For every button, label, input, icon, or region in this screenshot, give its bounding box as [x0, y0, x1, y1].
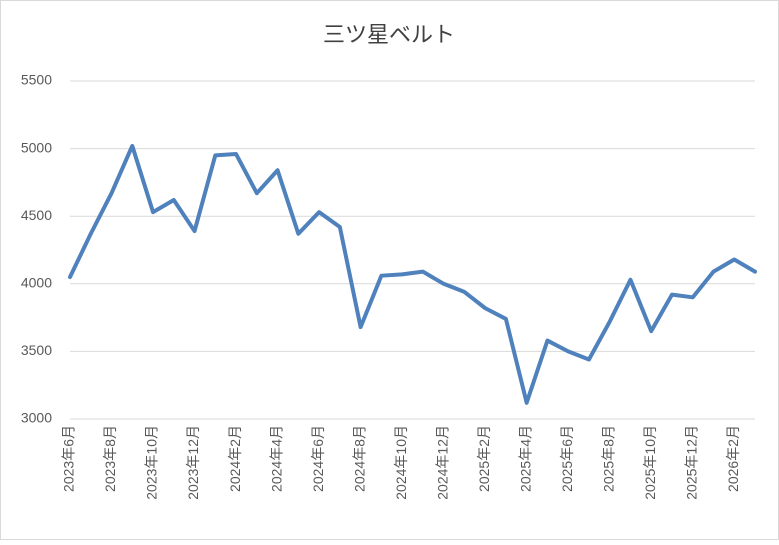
data-line	[68, 143, 757, 405]
x-tick-label: 2023年10月	[144, 425, 160, 500]
x-tick-label: 2025年6月	[559, 425, 575, 492]
x-tick-label: 2024年10月	[393, 425, 409, 500]
y-tick-label: 3500	[21, 342, 52, 358]
y-tick-label: 4000	[21, 275, 52, 291]
y-tick-label: 5500	[21, 72, 52, 88]
x-tick-label: 2024年12月	[434, 425, 450, 500]
x-tick-label: 2024年4月	[268, 425, 284, 492]
x-tick-label: 2025年8月	[600, 425, 616, 492]
y-tick-label: 3000	[21, 410, 52, 426]
x-tick-label: 2023年8月	[102, 425, 118, 492]
x-tick-label: 2026年2月	[725, 425, 741, 492]
x-tick-label: 2025年12月	[683, 425, 699, 500]
x-tick-label: 2024年2月	[227, 425, 243, 492]
x-tick-label: 2025年4月	[517, 425, 533, 492]
x-tick-label: 2024年8月	[351, 425, 367, 492]
x-tick-label: 2024年6月	[310, 425, 326, 492]
x-tick-label: 2025年2月	[476, 425, 492, 492]
y-tick-label: 5000	[21, 139, 52, 155]
x-tick-label: 2025年10月	[642, 425, 658, 500]
x-tick-label: 2023年12月	[185, 425, 201, 500]
chart-title: 三ツ星ベルト	[323, 22, 455, 47]
y-tick-label: 4500	[21, 207, 52, 223]
x-tick-label: 2023年6月	[61, 425, 77, 492]
